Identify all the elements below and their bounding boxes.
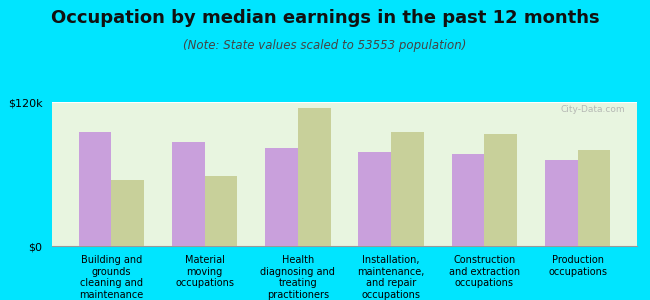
Text: (Note: State values scaled to 53553 population): (Note: State values scaled to 53553 popu… (183, 39, 467, 52)
Bar (298, 108, 330, 246)
Bar (172, 142, 205, 246)
Bar (205, 176, 237, 246)
Text: City-Data.com: City-Data.com (561, 105, 625, 114)
Text: Occupation by median earnings in the past 12 months: Occupation by median earnings in the pas… (51, 9, 599, 27)
Bar (484, 134, 517, 246)
Bar (452, 154, 484, 246)
Bar (111, 180, 144, 246)
Bar (578, 150, 610, 246)
Bar (391, 132, 424, 246)
Bar (359, 152, 391, 246)
Bar (265, 148, 298, 246)
Bar (545, 160, 578, 246)
Bar (79, 132, 111, 246)
